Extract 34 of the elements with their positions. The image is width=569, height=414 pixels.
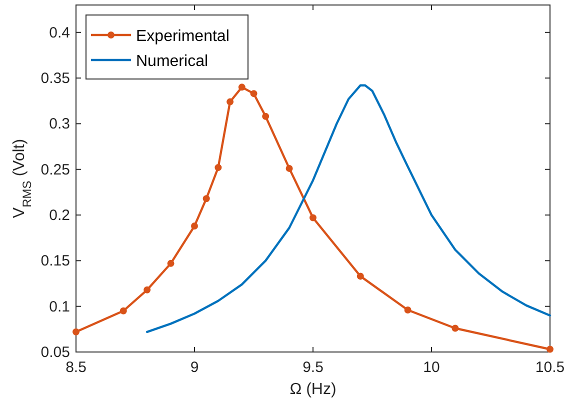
point	[310, 214, 316, 222]
y-tick-label: 0.2	[49, 207, 70, 224]
point	[72, 328, 80, 336]
legend-label: Experimental	[136, 28, 230, 45]
point	[120, 307, 127, 314]
x-tick-label: 10.5	[535, 359, 565, 376]
point	[214, 164, 222, 172]
point	[452, 324, 459, 332]
x-tick-label: 8.5	[66, 359, 86, 376]
y-tick-label: 0.05	[40, 344, 70, 361]
x-tick-label: 9.5	[302, 359, 324, 376]
point	[191, 222, 198, 230]
point	[546, 346, 554, 353]
legend-label: Numerical	[136, 53, 208, 70]
point	[226, 98, 234, 106]
x-tick-label: 10	[423, 359, 440, 376]
line-series	[146, 84, 552, 334]
point	[356, 272, 364, 280]
point	[262, 112, 270, 120]
y-tick-label: 0.25	[40, 161, 70, 178]
point	[167, 260, 174, 267]
point	[144, 286, 151, 294]
point	[404, 306, 412, 314]
x-axis-title: Ω (Hz)	[290, 381, 336, 398]
y-tick-label: 0.3	[49, 116, 70, 133]
y-tick-label: 0.15	[40, 252, 70, 270]
point	[238, 84, 246, 91]
y-tick-label: 0.4	[49, 24, 70, 42]
y-tick-label: 0.35	[40, 70, 70, 88]
point	[250, 90, 258, 98]
x-tick-label: 9	[190, 359, 199, 376]
point	[202, 195, 210, 202]
y-tick-label: 0.1	[49, 298, 70, 316]
point	[286, 164, 293, 172]
